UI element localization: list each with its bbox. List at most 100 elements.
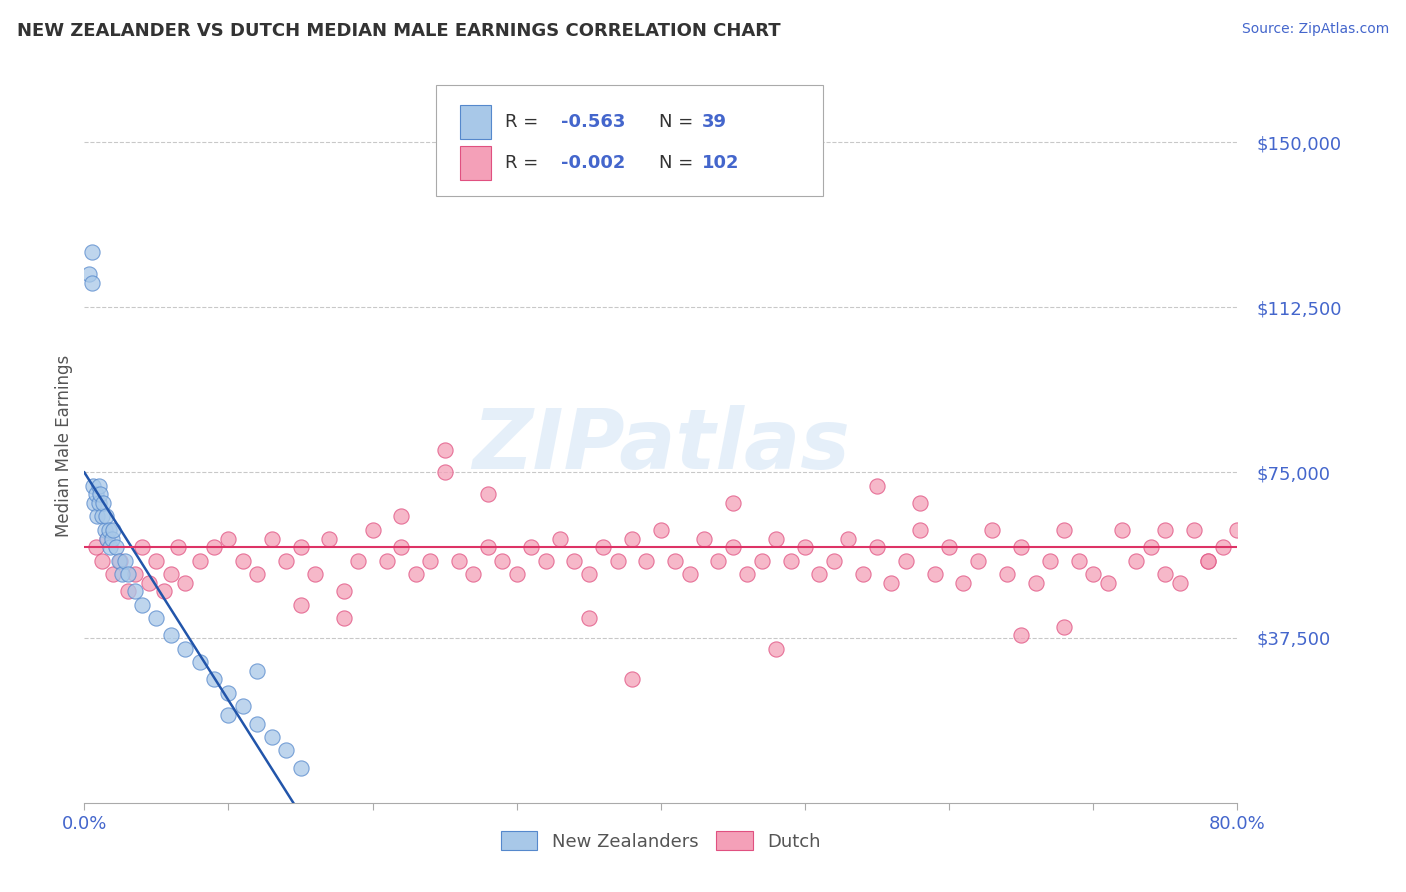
Point: [1053, 523, 1076, 537]
Point: [103, 523, 124, 537]
Text: N =: N =: [659, 154, 693, 172]
Point: [621, 532, 644, 546]
Text: -0.563: -0.563: [561, 113, 626, 131]
Point: [779, 553, 801, 567]
Point: [1154, 523, 1177, 537]
Point: [1125, 553, 1147, 567]
Point: [520, 541, 543, 555]
Point: [866, 478, 889, 492]
Point: [924, 566, 946, 581]
Point: [837, 532, 859, 546]
Point: [1111, 523, 1133, 537]
Point: [621, 673, 644, 687]
Point: [391, 509, 413, 524]
Point: [1039, 553, 1062, 567]
Point: [96, 532, 118, 546]
Point: [86, 509, 108, 524]
Point: [167, 541, 190, 555]
Point: [636, 553, 658, 567]
Point: [548, 532, 571, 546]
Point: [606, 553, 628, 567]
Point: [114, 553, 136, 567]
Point: [202, 541, 225, 555]
Point: [391, 541, 413, 555]
Point: [138, 575, 160, 590]
Point: [333, 611, 356, 625]
Point: [105, 541, 128, 555]
Point: [188, 655, 211, 669]
Point: [333, 584, 356, 599]
Point: [160, 566, 183, 581]
Point: [188, 553, 211, 567]
Point: [290, 598, 312, 612]
Text: NEW ZEALANDER VS DUTCH MEDIAN MALE EARNINGS CORRELATION CHART: NEW ZEALANDER VS DUTCH MEDIAN MALE EARNI…: [17, 22, 780, 40]
Point: [433, 443, 456, 458]
Point: [108, 553, 131, 567]
Point: [246, 566, 269, 581]
Point: [491, 553, 513, 567]
Point: [721, 496, 744, 510]
Point: [1025, 575, 1047, 590]
Text: N =: N =: [659, 113, 693, 131]
Text: ZIPatlas: ZIPatlas: [472, 406, 849, 486]
Point: [124, 584, 146, 599]
Point: [1168, 575, 1191, 590]
Point: [160, 628, 183, 642]
Point: [232, 698, 254, 713]
Point: [87, 478, 110, 492]
Point: [90, 553, 112, 567]
Point: [938, 541, 960, 555]
Point: [124, 566, 146, 581]
Point: [375, 553, 398, 567]
Point: [131, 598, 153, 612]
Point: [578, 611, 600, 625]
Point: [679, 566, 702, 581]
Point: [218, 707, 240, 722]
Y-axis label: Median Male Earnings: Median Male Earnings: [55, 355, 73, 537]
Point: [1198, 553, 1220, 567]
Text: 39: 39: [702, 113, 727, 131]
Point: [304, 566, 326, 581]
Point: [117, 566, 139, 581]
Point: [103, 566, 124, 581]
Point: [534, 553, 557, 567]
Point: [693, 532, 716, 546]
Point: [361, 523, 384, 537]
Text: 102: 102: [702, 154, 740, 172]
Point: [880, 575, 903, 590]
Point: [1067, 553, 1090, 567]
Point: [1154, 566, 1177, 581]
Point: [721, 541, 744, 555]
Point: [650, 523, 672, 537]
Point: [1198, 553, 1220, 567]
Point: [449, 553, 471, 567]
Point: [578, 566, 600, 581]
Point: [463, 566, 485, 581]
Point: [419, 553, 441, 567]
Point: [592, 541, 614, 555]
Point: [564, 553, 586, 567]
Point: [131, 541, 153, 555]
Point: [952, 575, 974, 590]
Point: [82, 478, 104, 492]
Text: R =: R =: [505, 154, 538, 172]
Point: [260, 730, 283, 744]
Point: [866, 541, 889, 555]
Point: [80, 276, 103, 290]
Point: [1212, 541, 1234, 555]
Point: [174, 575, 197, 590]
Point: [91, 496, 114, 510]
Point: [145, 553, 167, 567]
Point: [152, 584, 174, 599]
Point: [433, 466, 456, 480]
Point: [405, 566, 427, 581]
Point: [246, 664, 269, 678]
Point: [1140, 541, 1163, 555]
Point: [77, 267, 100, 281]
Point: [765, 641, 787, 656]
Text: R =: R =: [505, 113, 538, 131]
Point: [111, 566, 134, 581]
Point: [174, 641, 197, 656]
Point: [981, 523, 1004, 537]
Point: [276, 553, 298, 567]
